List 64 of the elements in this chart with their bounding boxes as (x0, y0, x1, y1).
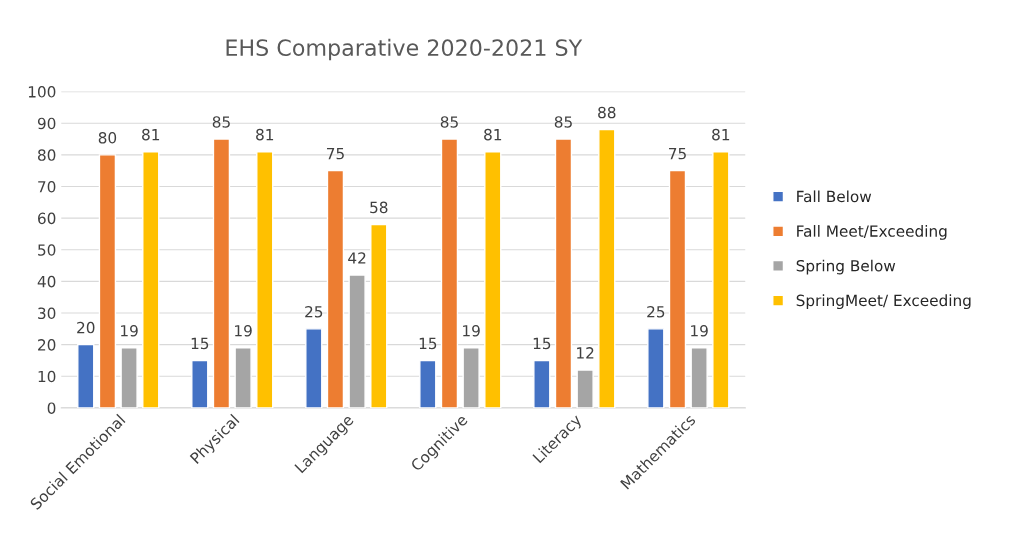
data-label: 81 (256, 128, 274, 141)
data-label: 80 (98, 132, 117, 144)
data-label: 42 (348, 252, 366, 264)
legend-label: Fall Below (797, 190, 872, 203)
bar (212, 138, 231, 408)
legend-label: Spring Below (796, 259, 896, 275)
data-label: 85 (554, 116, 572, 128)
y-tick-label: 50 (38, 244, 56, 256)
data-label: 19 (121, 324, 138, 337)
chart-title: EHS Comparative 2020-2021 SY (226, 38, 583, 61)
bar (256, 150, 274, 408)
bar (598, 128, 616, 408)
data-label: 19 (691, 324, 708, 337)
data-label: 88 (598, 106, 616, 119)
legend-label: Fall Meet/Exceeding (797, 225, 947, 240)
bar (326, 169, 345, 408)
y-tick-label: 80 (37, 149, 56, 161)
bar (712, 150, 730, 408)
bar (668, 169, 687, 408)
legend-label: SpringMeet/ Exceeding (796, 294, 971, 310)
y-tick-label: 60 (38, 212, 56, 225)
data-label: 75 (326, 148, 344, 160)
bar (77, 343, 95, 408)
bar (305, 328, 323, 408)
y-tick-label: 90 (37, 117, 56, 130)
data-label: 19 (463, 324, 480, 337)
data-label: 85 (440, 116, 458, 128)
bar (462, 347, 480, 408)
bar (348, 274, 366, 408)
bar (120, 347, 138, 408)
data-label: 85 (212, 116, 230, 128)
y-tick-label: 30 (38, 307, 56, 320)
bar (484, 150, 502, 408)
bar (370, 223, 388, 408)
data-label: 58 (370, 201, 388, 214)
bar (142, 150, 160, 408)
bar (98, 154, 117, 408)
y-tick-label: 40 (37, 275, 56, 288)
y-tick-label: 20 (38, 339, 56, 351)
data-label: 75 (669, 148, 686, 160)
bar (533, 359, 551, 408)
y-tick-label: 100 (28, 86, 56, 98)
bar (440, 138, 459, 408)
bar (576, 369, 594, 408)
bar (191, 359, 209, 408)
data-label: 81 (712, 128, 730, 141)
data-label: 15 (533, 337, 551, 350)
bar (554, 138, 573, 408)
data-label: 81 (484, 128, 502, 141)
y-tick-label: 70 (38, 180, 56, 193)
data-label: 81 (142, 128, 160, 141)
bar (419, 359, 437, 408)
data-label: 20 (77, 321, 95, 334)
data-label: 25 (305, 305, 323, 318)
bar (234, 347, 252, 408)
data-label: 25 (647, 305, 665, 318)
data-label: 15 (419, 337, 437, 350)
data-label: 12 (577, 347, 594, 359)
data-label: 15 (191, 337, 209, 350)
data-label: 19 (235, 324, 252, 337)
y-tick-label: 0 (47, 402, 56, 414)
bar (647, 328, 665, 408)
y-tick-label: 10 (38, 370, 56, 383)
bar (690, 347, 708, 408)
